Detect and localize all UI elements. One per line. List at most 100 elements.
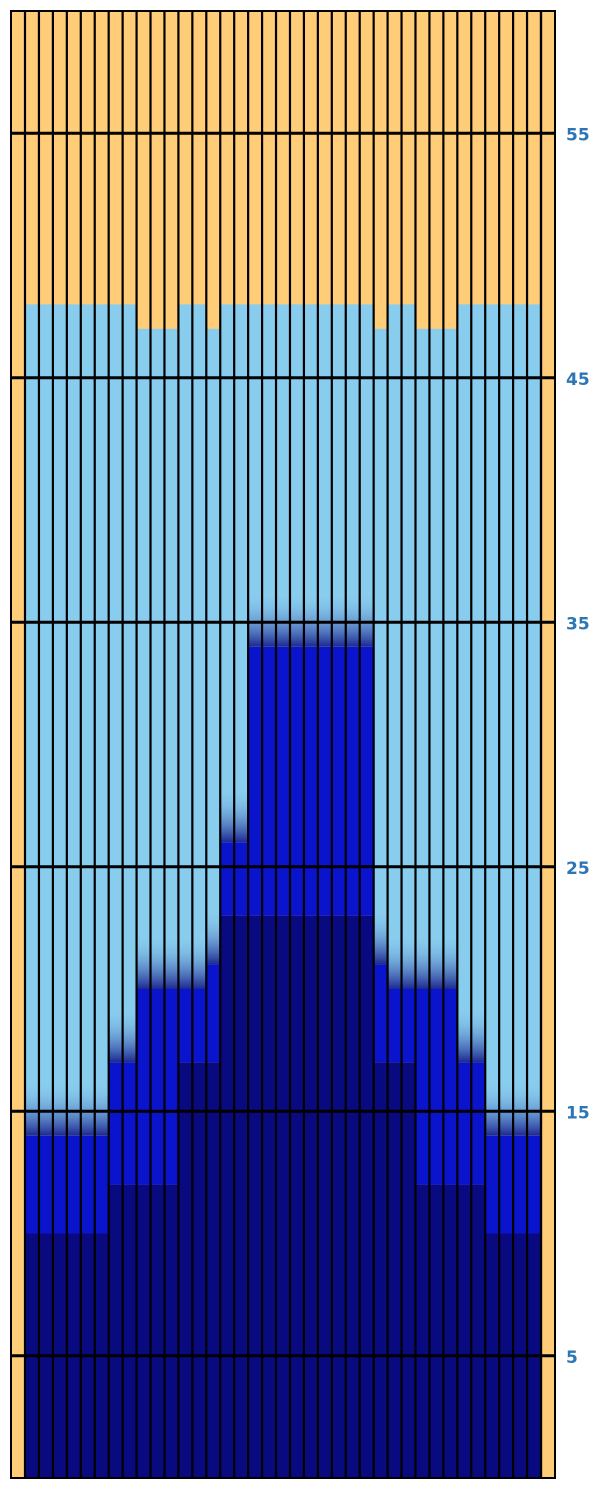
bar-series-0 (359, 915, 374, 1478)
bar-series-1 (52, 1135, 67, 1234)
bar-series-0 (303, 915, 318, 1478)
bar-series-2 (178, 304, 193, 989)
bar-series-1 (429, 989, 444, 1185)
bar-series-0 (317, 915, 332, 1478)
bar-series-2 (401, 304, 416, 989)
bar-fade (25, 1081, 39, 1136)
bar-series-2 (499, 304, 514, 1136)
bar-series-2 (80, 304, 95, 1136)
y-tick-label: 35 (566, 614, 590, 634)
bar-fade (234, 788, 249, 843)
bar-fade (485, 1081, 500, 1136)
bar-series-0 (262, 915, 277, 1478)
bar-fade (136, 935, 151, 989)
bar-series-1 (192, 989, 207, 1063)
bar-series-0 (331, 915, 346, 1478)
bar-series-0 (192, 1062, 207, 1478)
bar-series-1 (443, 989, 458, 1185)
bar-series-1 (373, 964, 388, 1063)
bar-fade (248, 592, 263, 647)
bar-series-0 (164, 1184, 179, 1478)
bar-series-2 (94, 304, 109, 1136)
bar-series-1 (38, 1135, 53, 1234)
bar-series-0 (248, 915, 263, 1478)
bar-fade (359, 592, 374, 647)
bar-series-0 (443, 1184, 458, 1478)
y-tick-label: 25 (566, 859, 590, 879)
bar-fade (66, 1081, 81, 1136)
bar-series-2 (206, 328, 221, 965)
bar-series-0 (289, 915, 304, 1478)
y-tick-label: 5 (566, 1348, 578, 1368)
bar-fade (94, 1081, 109, 1136)
bar-series-2 (52, 304, 67, 1136)
bar-fade (164, 935, 179, 989)
bar-series-2 (387, 304, 402, 989)
bar-series-0 (136, 1184, 151, 1478)
bar-series-2 (164, 328, 179, 990)
bar-series-2 (38, 304, 53, 1136)
bar-series-0 (345, 915, 360, 1478)
bar-series-1 (513, 1135, 528, 1234)
bar-series-2 (289, 304, 304, 647)
bar-series-1 (276, 646, 290, 916)
bar-fade (429, 935, 444, 989)
bar-series-2 (262, 304, 277, 647)
bar-fade (206, 910, 221, 965)
bar-series-2 (25, 304, 39, 1136)
bar-series-1 (387, 989, 402, 1063)
bar-series-1 (248, 646, 263, 916)
bar-fade (192, 935, 207, 989)
bar-fade (178, 935, 193, 989)
bar-series-0 (415, 1184, 430, 1478)
bar-series-2 (136, 328, 151, 990)
bar-series-2 (66, 304, 81, 1136)
bar-series-1 (485, 1135, 500, 1234)
bar-series-2 (276, 304, 290, 647)
bar-series-2 (373, 328, 388, 965)
bar-series-0 (220, 915, 235, 1478)
bar-series-1 (457, 1062, 472, 1185)
bar-series-2 (317, 304, 332, 647)
bar-series-1 (66, 1135, 81, 1234)
bar-series-0 (471, 1184, 486, 1478)
bar-fade (52, 1081, 67, 1136)
bar-series-2 (220, 304, 235, 843)
bar-series-2 (457, 304, 472, 1063)
bar-series-2 (122, 304, 137, 1063)
bar-series-2 (303, 304, 318, 647)
bar-series-1 (359, 646, 374, 916)
bar-series-2 (471, 304, 486, 1063)
bar-series-2 (485, 304, 500, 1136)
bar-series-2 (345, 304, 360, 647)
bar-series-1 (94, 1135, 109, 1234)
bar-series-1 (401, 989, 416, 1063)
bar-fade (387, 935, 402, 989)
bar-series-1 (345, 646, 360, 916)
bar-series-1 (234, 842, 249, 916)
bar-fade (303, 592, 318, 647)
bar-fade (471, 1008, 486, 1063)
bar-series-1 (178, 989, 193, 1063)
bar-series-1 (471, 1062, 486, 1185)
bar-series-2 (359, 304, 374, 647)
bar-series-0 (429, 1184, 444, 1478)
bar-series-1 (317, 646, 332, 916)
bar-fade (122, 1008, 137, 1063)
bar-series-0 (150, 1184, 165, 1478)
bar-series-2 (513, 304, 528, 1136)
bar-series-1 (164, 989, 179, 1185)
bar-fade (38, 1081, 53, 1136)
y-tick-label: 55 (566, 125, 590, 145)
bar-series-1 (150, 989, 165, 1185)
bar-fade (415, 935, 430, 989)
plot-frame (10, 10, 556, 1479)
bar-fade (443, 935, 458, 989)
bar-series-1 (122, 1062, 137, 1185)
bar-series-0 (387, 1062, 402, 1478)
bar-fade (527, 1081, 541, 1136)
bar-series-0 (457, 1184, 472, 1478)
bar-fade (262, 592, 277, 647)
bar-series-1 (527, 1135, 541, 1234)
